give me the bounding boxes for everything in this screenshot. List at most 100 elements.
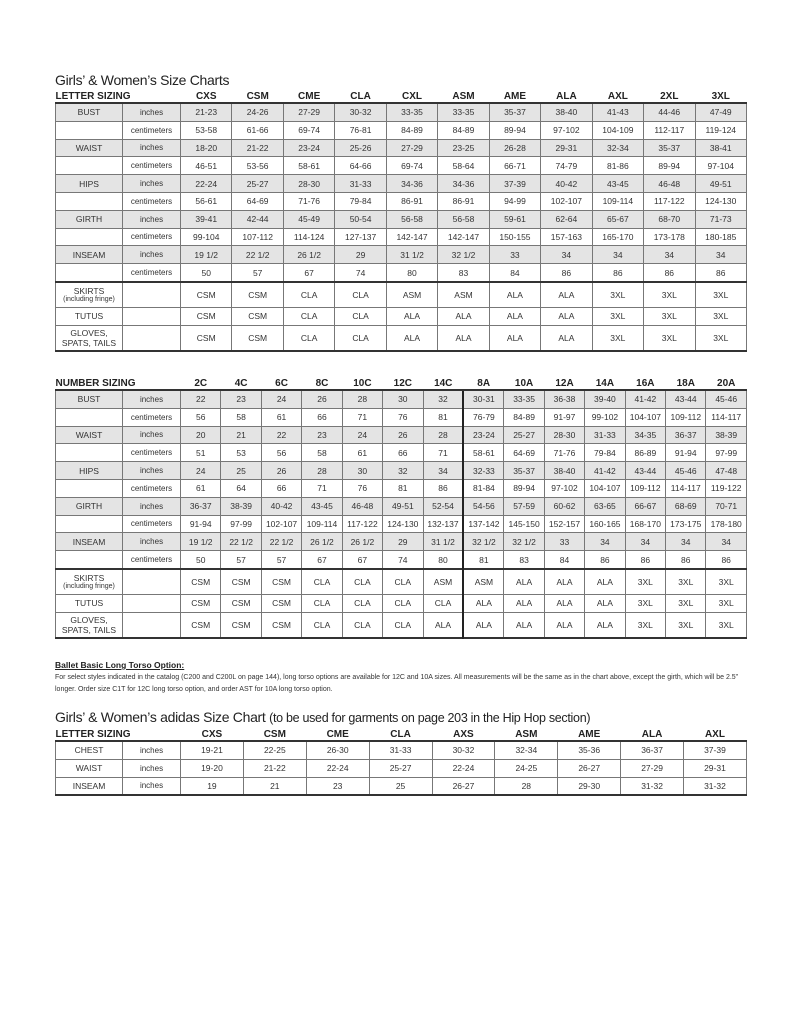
cell: ASM [385, 280, 439, 308]
cell: CLA [282, 280, 336, 308]
blank-cell [122, 567, 181, 595]
cell: 25-27 [368, 758, 433, 778]
cell: 86 [705, 550, 747, 570]
row-label: HIPS [55, 174, 123, 193]
cell: 26 [382, 425, 424, 445]
cell: 71-73 [694, 209, 747, 229]
cell: 80 [422, 550, 464, 570]
blank-cell [122, 324, 181, 352]
cell: 47-48 [705, 461, 747, 480]
cell: 22 1/2 [260, 532, 303, 552]
size-header: 18A [665, 377, 706, 391]
cell: 28 [301, 461, 343, 480]
row-label: WAIST [55, 425, 123, 445]
cell: 26-27 [431, 776, 496, 796]
cell: 61 [341, 443, 384, 463]
row-unit: inches [122, 758, 181, 778]
cell: ALA [488, 306, 542, 326]
cell: 67 [301, 550, 343, 570]
header-label: LETTER SIZING [55, 728, 181, 742]
row-unit: inches [122, 532, 181, 552]
cell: 86 [422, 478, 464, 498]
size-header: CXS [180, 90, 232, 104]
cell: 28 [494, 776, 559, 796]
cell: 91-94 [665, 443, 707, 463]
row-label: BUST [55, 389, 123, 409]
cell: ALA [540, 280, 593, 308]
accessory-name: TUTUS [74, 311, 104, 322]
cell: 32 1/2 [462, 532, 505, 552]
cell: CLA [341, 567, 384, 595]
cell: 34 [643, 245, 696, 265]
cell: 21-22 [242, 758, 307, 778]
size-header: 16A [625, 377, 666, 391]
table-row: centimeters 46-51 53-56 58-61 64-66 69-74 58-6… [55, 156, 747, 176]
cell: 66 [382, 443, 424, 463]
cell: 32-34 [591, 138, 645, 158]
cell: 26 [260, 461, 303, 480]
row-label [55, 478, 123, 498]
row-unit: inches [122, 425, 181, 445]
size-header: AME [489, 90, 541, 104]
accessory-row: SKIRTS (including fringe) CSM CSM CLA CLA ASM A… [55, 280, 747, 308]
cell: ALA [503, 593, 545, 613]
cell: 117-122 [643, 191, 696, 211]
row-label: WAIST [55, 758, 123, 778]
cell: 81-86 [591, 156, 645, 176]
cell: 74 [334, 263, 387, 283]
cell: 32 1/2 [437, 245, 490, 265]
cell: ALA [540, 306, 593, 326]
table-row: centimeters 53-58 61-66 69-74 76-81 84-89 84-8… [55, 120, 747, 140]
row-unit: centimeters [122, 263, 181, 283]
cell: 26 1/2 [301, 532, 343, 552]
cell: 64 [220, 478, 262, 498]
cell: CLA [382, 611, 424, 639]
size-header: CSM [231, 90, 284, 104]
table-row: WAIST inches 19-20 21-22 22-24 25-27 22-24 24-2… [55, 758, 747, 778]
cell: 56-58 [437, 209, 490, 229]
cell: 34 [624, 532, 667, 552]
cell: 57-59 [503, 496, 545, 516]
cell: 58-64 [437, 156, 490, 176]
cell: 114-117 [665, 478, 707, 498]
row-label [55, 550, 123, 570]
cell: 53-56 [231, 156, 284, 176]
cell: 38-40 [540, 102, 593, 122]
header-label: NUMBER SIZING [55, 377, 181, 391]
row-unit: centimeters [122, 407, 181, 427]
cell: 71-76 [543, 443, 586, 463]
accessory-name: GLOVES, SPATS, TAILS [61, 614, 117, 635]
cell: CSM [260, 567, 303, 595]
table-row: WAIST inches 20 21 22 23 24 26 28 23-24 25-27 28-30… [55, 425, 747, 445]
row-label [55, 443, 123, 463]
cell: 56-58 [385, 209, 439, 229]
cell: 24 [341, 425, 384, 445]
cell: 38-39 [220, 496, 262, 516]
cell: 59-61 [488, 209, 542, 229]
cell: 94-99 [488, 191, 542, 211]
cell: 119-122 [705, 478, 747, 498]
cell: 89-94 [503, 478, 545, 498]
cell: 41-42 [584, 461, 626, 480]
cell: 54-56 [462, 496, 505, 516]
cell: 26 [301, 389, 343, 409]
cell: 43-45 [591, 174, 645, 193]
cell: 3XL [624, 611, 667, 639]
row-unit: centimeters [122, 478, 181, 498]
cell: 58 [301, 443, 343, 463]
cell: 67 [282, 263, 336, 283]
cell: 104-107 [584, 478, 626, 498]
cell: 119-124 [694, 120, 747, 140]
cell: 36-37 [179, 496, 222, 516]
cell: 79-84 [584, 443, 626, 463]
cell: 26 1/2 [341, 532, 384, 552]
cell: ALA [543, 611, 586, 639]
accessory-row: TUTUS CSM CSM CSM CLA CLA CLA CLA ALA ALA ALA ALA 3X… [55, 593, 747, 613]
cell: 124-130 [382, 514, 424, 534]
cell: 31-33 [584, 425, 626, 445]
cell: 23 [305, 776, 370, 796]
accessory-label: GLOVES, SPATS, TAILS [55, 611, 123, 639]
cell: 22 [179, 389, 222, 409]
cell: 31-33 [334, 174, 387, 193]
cell: 3XL [705, 593, 747, 613]
